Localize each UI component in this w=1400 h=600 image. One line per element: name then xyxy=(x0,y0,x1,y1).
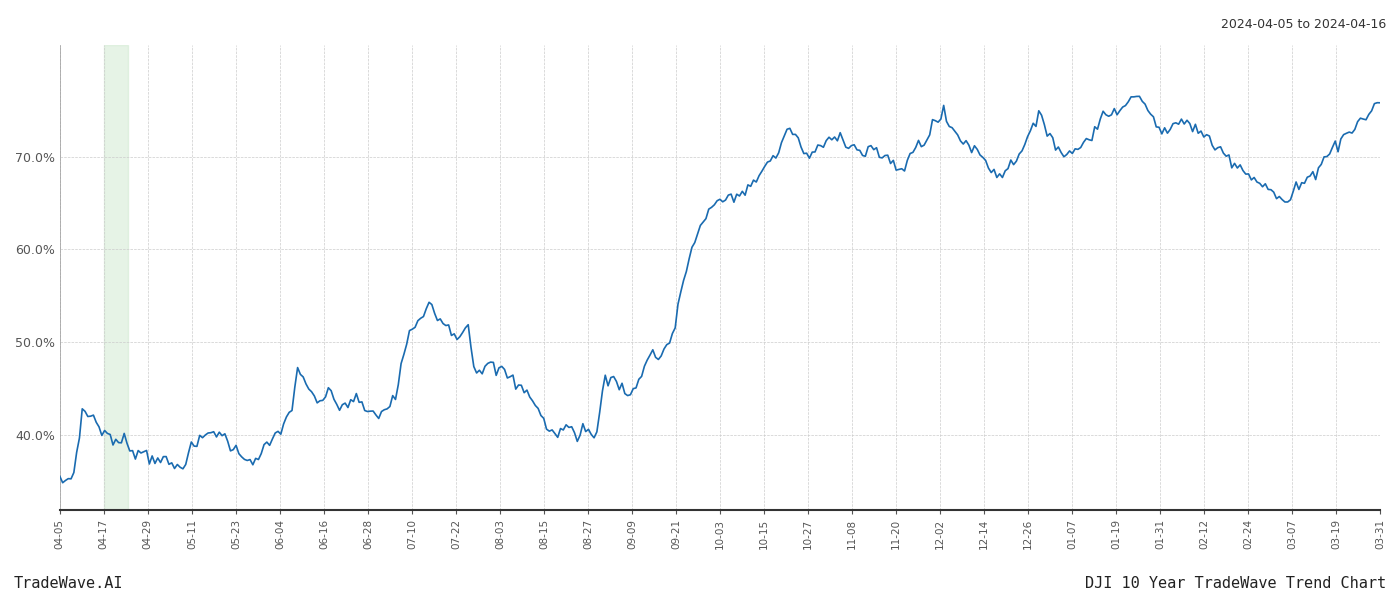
Text: TradeWave.AI: TradeWave.AI xyxy=(14,576,123,591)
Bar xyxy=(104,45,127,510)
Text: DJI 10 Year TradeWave Trend Chart: DJI 10 Year TradeWave Trend Chart xyxy=(1085,576,1386,591)
Text: 2024-04-05 to 2024-04-16: 2024-04-05 to 2024-04-16 xyxy=(1221,18,1386,31)
